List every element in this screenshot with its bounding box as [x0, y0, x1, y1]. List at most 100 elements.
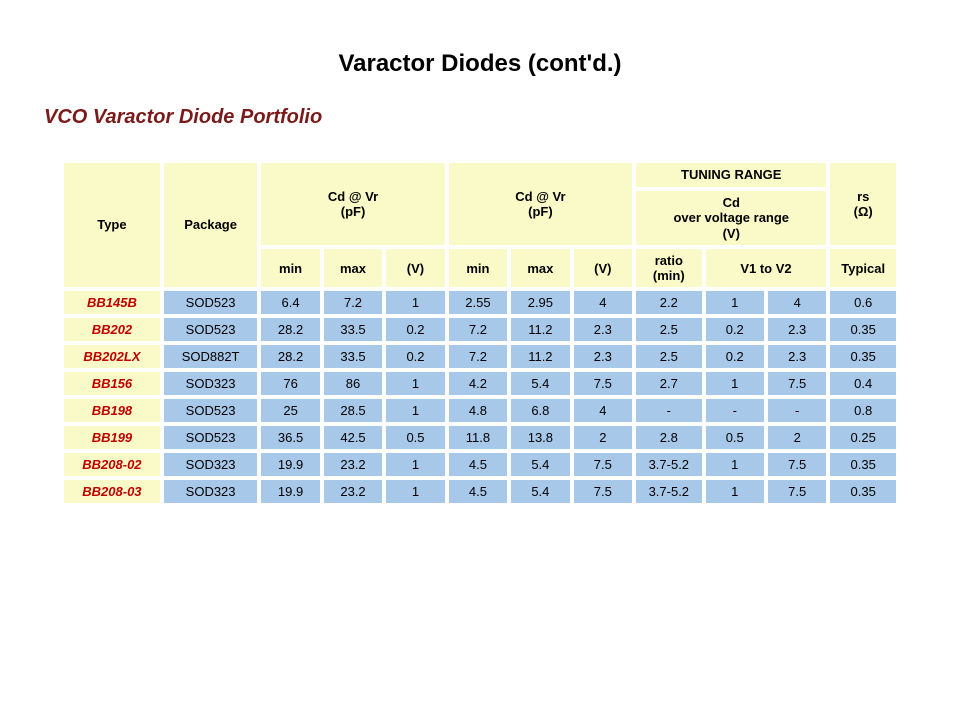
cell-ratio: 2.2: [636, 291, 701, 314]
hdr-cd1-label: Cd @ Vr: [328, 189, 378, 204]
hdr-cd1-V: (V): [386, 249, 444, 287]
cell-ratio: 2.8: [636, 426, 701, 449]
cell-v2: 7.5: [768, 480, 826, 503]
cell-type: BB199: [64, 426, 160, 449]
portfolio-table: Type Package Cd @ Vr (pF) Cd @ Vr (pF) T…: [60, 159, 900, 507]
cell-cd2-max: 5.4: [511, 480, 569, 503]
hdr-cd2-unit: (pF): [528, 204, 553, 219]
cell-type: BB198: [64, 399, 160, 422]
cell-cd2-min: 4.5: [449, 453, 507, 476]
cell-v2: -: [768, 399, 826, 422]
cell-rs: 0.35: [830, 318, 896, 341]
cell-cd1-max: 23.2: [324, 480, 382, 503]
cell-type: BB156: [64, 372, 160, 395]
cell-cd1-max: 86: [324, 372, 382, 395]
cell-cd2-V: 2.3: [574, 318, 632, 341]
cell-v1: 0.2: [706, 345, 764, 368]
cell-cd1-min: 36.5: [261, 426, 319, 449]
cell-v2: 7.5: [768, 453, 826, 476]
cell-cd1-min: 76: [261, 372, 319, 395]
cell-cd1-max: 7.2: [324, 291, 382, 314]
cell-rs: 0.6: [830, 291, 896, 314]
cell-v1: 1: [706, 453, 764, 476]
cell-cd2-max: 5.4: [511, 453, 569, 476]
cell-cd2-max: 5.4: [511, 372, 569, 395]
cell-package: SOD523: [164, 318, 258, 341]
cell-cd1-min: 19.9: [261, 453, 319, 476]
table-row: BB198SOD5232528.514.86.84---0.8: [64, 399, 896, 422]
cell-ratio: 2.5: [636, 318, 701, 341]
hdr-cd1: Cd @ Vr (pF): [261, 163, 444, 245]
cell-ratio: 3.7-5.2: [636, 480, 701, 503]
cell-cd1-min: 25: [261, 399, 319, 422]
cell-type: BB202: [64, 318, 160, 341]
cell-cd2-V: 7.5: [574, 480, 632, 503]
cell-cd2-min: 2.55: [449, 291, 507, 314]
cell-ratio: -: [636, 399, 701, 422]
hdr-cd1-unit: (pF): [341, 204, 366, 219]
cell-package: SOD882T: [164, 345, 258, 368]
cell-rs: 0.4: [830, 372, 896, 395]
cell-package: SOD323: [164, 372, 258, 395]
cell-package: SOD323: [164, 453, 258, 476]
table-row: BB208-02SOD32319.923.214.55.47.53.7-5.21…: [64, 453, 896, 476]
hdr-typical: Typical: [830, 249, 896, 287]
cell-type: BB202LX: [64, 345, 160, 368]
hdr-type: Type: [64, 163, 160, 287]
hdr-cd-over-l1: Cd: [723, 195, 740, 210]
table-row: BB202LXSOD882T28.233.50.27.211.22.32.50.…: [64, 345, 896, 368]
cell-cd2-max: 2.95: [511, 291, 569, 314]
cell-cd2-min: 7.2: [449, 345, 507, 368]
cell-v1: 1: [706, 480, 764, 503]
hdr-cd-over-l3: (V): [723, 226, 740, 241]
cell-cd1-max: 28.5: [324, 399, 382, 422]
page-title: Varactor Diodes (cont'd.): [40, 50, 920, 78]
cell-cd1-V: 0.2: [386, 345, 444, 368]
header-row-1: Type Package Cd @ Vr (pF) Cd @ Vr (pF) T…: [64, 163, 896, 187]
cell-v2: 2.3: [768, 318, 826, 341]
cell-v1: 0.5: [706, 426, 764, 449]
cell-cd1-V: 0.2: [386, 318, 444, 341]
hdr-cd2-min: min: [449, 249, 507, 287]
hdr-cd1-max: max: [324, 249, 382, 287]
table-body: BB145BSOD5236.47.212.552.9542.2140.6BB20…: [64, 291, 896, 503]
cell-cd2-V: 2.3: [574, 345, 632, 368]
hdr-cd-over: Cd over voltage range (V): [636, 191, 826, 246]
table-row: BB208-03SOD32319.923.214.55.47.53.7-5.21…: [64, 480, 896, 503]
page-subtitle: VCO Varactor Diode Portfolio: [44, 106, 920, 129]
cell-rs: 0.25: [830, 426, 896, 449]
cell-cd1-max: 33.5: [324, 318, 382, 341]
hdr-cd2-max: max: [511, 249, 569, 287]
cell-ratio: 2.5: [636, 345, 701, 368]
table-row: BB156SOD323768614.25.47.52.717.50.4: [64, 372, 896, 395]
cell-package: SOD523: [164, 399, 258, 422]
cell-v1: 1: [706, 372, 764, 395]
cell-cd2-V: 4: [574, 399, 632, 422]
page: Varactor Diodes (cont'd.) VCO Varactor D…: [0, 0, 960, 720]
cell-rs: 0.35: [830, 345, 896, 368]
cell-cd1-min: 6.4: [261, 291, 319, 314]
cell-v2: 7.5: [768, 372, 826, 395]
hdr-cd2-V: (V): [574, 249, 632, 287]
cell-package: SOD523: [164, 291, 258, 314]
cell-package: SOD323: [164, 480, 258, 503]
cell-cd2-min: 4.2: [449, 372, 507, 395]
hdr-cd2-label: Cd @ Vr: [515, 189, 565, 204]
cell-type: BB208-03: [64, 480, 160, 503]
hdr-ratio: ratio (min): [636, 249, 701, 287]
cell-cd2-min: 4.5: [449, 480, 507, 503]
cell-v2: 2: [768, 426, 826, 449]
cell-cd1-max: 23.2: [324, 453, 382, 476]
hdr-v1v2: V1 to V2: [706, 249, 827, 287]
cell-cd2-min: 11.8: [449, 426, 507, 449]
cell-type: BB145B: [64, 291, 160, 314]
cell-package: SOD523: [164, 426, 258, 449]
cell-cd1-V: 0.5: [386, 426, 444, 449]
cell-cd1-min: 19.9: [261, 480, 319, 503]
cell-rs: 0.35: [830, 480, 896, 503]
cell-cd2-V: 2: [574, 426, 632, 449]
table-row: BB202SOD52328.233.50.27.211.22.32.50.22.…: [64, 318, 896, 341]
cell-cd2-V: 7.5: [574, 372, 632, 395]
cell-cd2-max: 11.2: [511, 318, 569, 341]
cell-rs: 0.35: [830, 453, 896, 476]
